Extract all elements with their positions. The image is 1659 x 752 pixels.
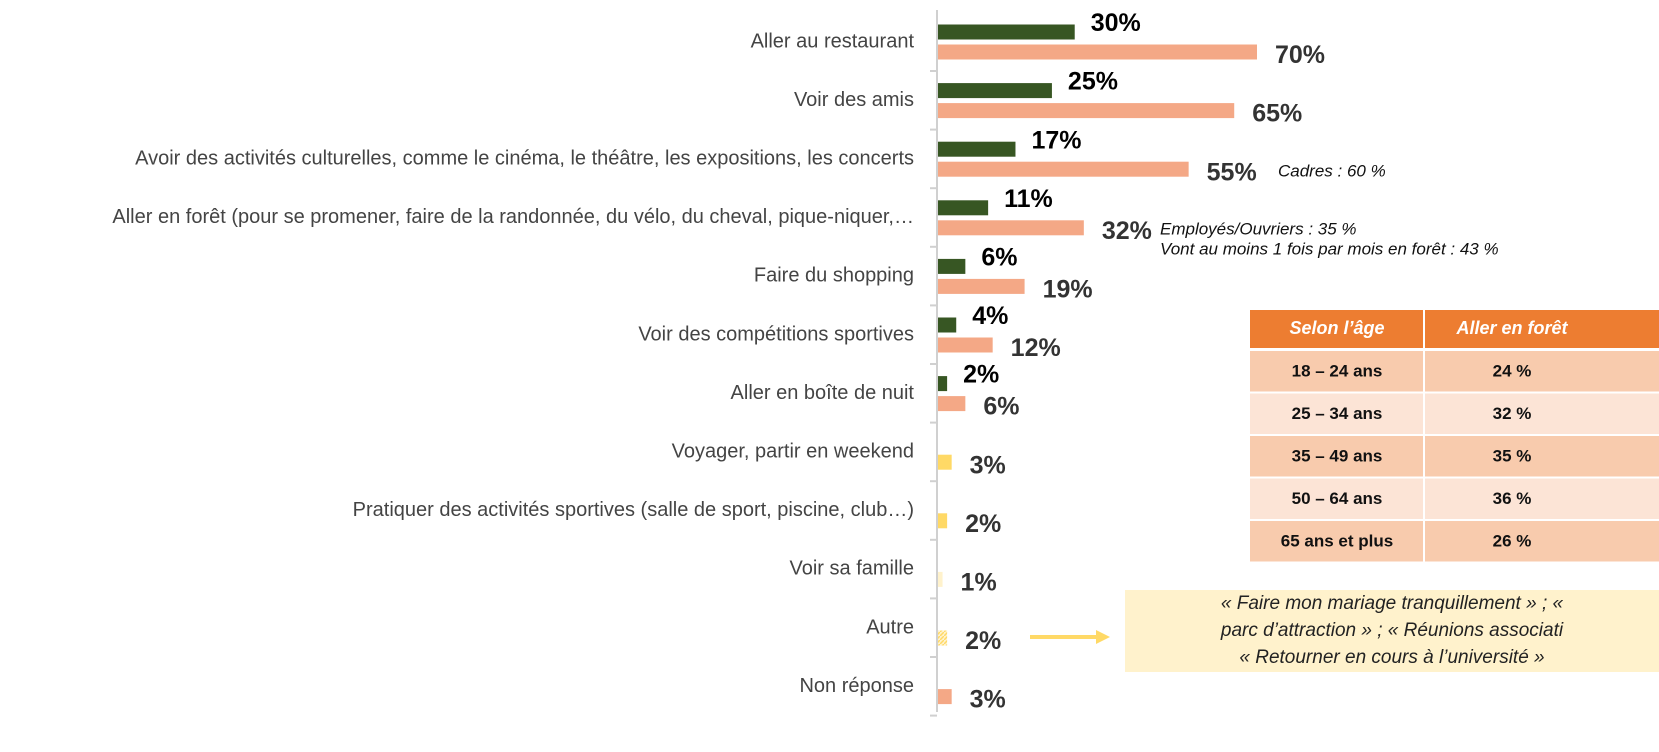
bar: [938, 454, 952, 470]
annotation: Employés/Ouvriers : 35 %: [1160, 219, 1357, 238]
value-label: 17%: [1031, 126, 1081, 154]
bar: [938, 258, 966, 274]
bar: [938, 630, 948, 646]
table-header-cell: [1250, 310, 1423, 348]
category-label: Voyager, partir en weekend: [672, 440, 914, 462]
category-label: Avoir des activités culturelles, comme l…: [135, 147, 914, 169]
bar: [938, 44, 1257, 60]
value-label: 6%: [983, 393, 1019, 421]
value-label: 25%: [1068, 68, 1118, 96]
table-cell-text: 36 %: [1493, 489, 1532, 508]
quote-box: [1125, 590, 1659, 672]
value-label: 2%: [963, 361, 999, 389]
value-label: 30%: [1091, 9, 1141, 37]
bar: [938, 103, 1235, 119]
bar: [938, 141, 1016, 157]
bar: [938, 200, 989, 216]
value-label: 3%: [970, 686, 1006, 714]
table-header: Selon l’âge: [1289, 318, 1384, 338]
table-cell: [1250, 351, 1423, 392]
value-label: 6%: [981, 244, 1017, 272]
annotation: Vont au moins 1 fois par mois en forêt :…: [1160, 239, 1499, 258]
value-label: 70%: [1275, 41, 1325, 69]
table-cell-text: 50 – 64 ans: [1292, 489, 1383, 508]
value-label: 4%: [972, 302, 1008, 330]
category-label: Faire du shopping: [754, 265, 914, 287]
bar: [938, 278, 1025, 294]
bar: [938, 337, 993, 353]
category-label: Aller en boîte de nuit: [731, 382, 915, 404]
value-label: 19%: [1043, 276, 1093, 304]
category-label: Aller en forêt (pour se promener, faire …: [112, 206, 914, 228]
category-label: Non réponse: [799, 675, 914, 697]
value-label: 3%: [970, 451, 1006, 479]
category-label: Voir des amis: [794, 89, 914, 111]
table-cell-text: 25 – 34 ans: [1292, 404, 1383, 423]
bar: [938, 317, 957, 333]
bar: [938, 689, 952, 705]
value-label: 2%: [965, 510, 1001, 538]
value-label: 12%: [1011, 334, 1061, 362]
value-label: 11%: [1004, 185, 1053, 213]
table-cell: [1250, 393, 1423, 434]
table-cell: [1250, 436, 1423, 477]
table-cell: [1425, 521, 1659, 562]
table-cell-text: 35 %: [1493, 446, 1532, 465]
value-label: 32%: [1102, 217, 1152, 245]
category-label: Pratiquer des activités sportives (salle…: [353, 499, 914, 521]
quote-line: parc d’attraction » ; « Réunions associa…: [1220, 620, 1564, 641]
bar: [938, 376, 948, 392]
value-label: 1%: [961, 569, 997, 597]
bar: [938, 396, 966, 412]
category-label: Voir des compétitions sportives: [638, 323, 914, 345]
table-cell: [1425, 436, 1659, 477]
table-cell-text: 26 %: [1493, 531, 1532, 550]
table-header: Aller en forêt: [1455, 318, 1568, 338]
table-cell-text: 32 %: [1493, 404, 1532, 423]
value-label: 65%: [1252, 100, 1302, 128]
value-label: 2%: [965, 627, 1001, 655]
bar: [938, 24, 1075, 40]
table-cell: [1425, 351, 1659, 392]
category-label: Autre: [866, 616, 914, 638]
bar: [938, 220, 1084, 236]
bar: [938, 571, 943, 587]
annotation: Cadres : 60 %: [1278, 161, 1386, 180]
bar: [938, 83, 1052, 99]
table-cell-text: 18 – 24 ans: [1292, 361, 1383, 380]
arrow-head: [1096, 630, 1110, 644]
category-label: Aller au restaurant: [751, 30, 915, 52]
table-cell-text: 65 ans et plus: [1281, 531, 1393, 550]
table-cell-text: 24 %: [1493, 361, 1532, 380]
bar: [938, 513, 948, 529]
table-cell: [1250, 521, 1423, 562]
table-cell: [1250, 478, 1423, 519]
category-label: Voir sa famille: [790, 558, 915, 580]
table-cell: [1425, 478, 1659, 519]
bar: [938, 161, 1189, 177]
table-header-cell: [1425, 310, 1659, 348]
table-cell: [1425, 393, 1659, 434]
value-label: 55%: [1207, 158, 1257, 186]
quote-line: « Faire mon mariage tranquillement » ; «: [1221, 593, 1564, 614]
quote-line: « Retourner en cours à l’université »: [1239, 647, 1544, 668]
table-cell-text: 35 – 49 ans: [1292, 446, 1383, 465]
